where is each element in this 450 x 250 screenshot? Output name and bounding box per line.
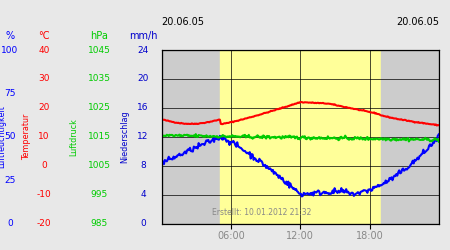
Text: 20: 20: [38, 104, 50, 112]
Text: %: %: [5, 31, 14, 41]
Bar: [381, 50, 439, 224]
Text: 12: 12: [137, 132, 149, 141]
Text: 1025: 1025: [88, 104, 110, 112]
Text: 8: 8: [140, 161, 146, 170]
Text: 40: 40: [38, 46, 50, 54]
Text: 50: 50: [4, 132, 16, 141]
Text: Erstellt: 10.01.2012 21:32: Erstellt: 10.01.2012 21:32: [212, 208, 311, 217]
Text: -10: -10: [37, 190, 51, 199]
Text: 0: 0: [140, 219, 146, 228]
Text: Temperatur: Temperatur: [22, 114, 31, 160]
Text: 1035: 1035: [87, 74, 111, 84]
Text: mm/h: mm/h: [129, 31, 158, 41]
Text: 4: 4: [140, 190, 146, 199]
Text: 995: 995: [90, 190, 108, 199]
Text: 16: 16: [137, 104, 149, 112]
Text: 20: 20: [137, 74, 149, 84]
Text: 1005: 1005: [87, 161, 111, 170]
Text: 30: 30: [38, 74, 50, 84]
Text: 0: 0: [7, 219, 13, 228]
Text: 100: 100: [1, 46, 18, 54]
Text: 1015: 1015: [87, 132, 111, 141]
Text: 0: 0: [41, 161, 47, 170]
Text: 1045: 1045: [88, 46, 110, 54]
Text: 985: 985: [90, 219, 108, 228]
Text: Luftdruck: Luftdruck: [69, 118, 78, 156]
Text: Luftfeuchtigkeit: Luftfeuchtigkeit: [0, 106, 6, 168]
Text: °C: °C: [38, 31, 50, 41]
Text: 25: 25: [4, 176, 16, 185]
Text: 75: 75: [4, 89, 16, 98]
Text: 24: 24: [138, 46, 148, 54]
Bar: [220, 50, 381, 224]
Text: 20.06.05: 20.06.05: [396, 18, 439, 28]
Text: 10: 10: [38, 132, 50, 141]
Text: hPa: hPa: [90, 31, 108, 41]
Text: Niederschlag: Niederschlag: [121, 110, 130, 163]
Bar: [162, 50, 220, 224]
Text: -20: -20: [37, 219, 51, 228]
Text: 20.06.05: 20.06.05: [162, 18, 205, 28]
